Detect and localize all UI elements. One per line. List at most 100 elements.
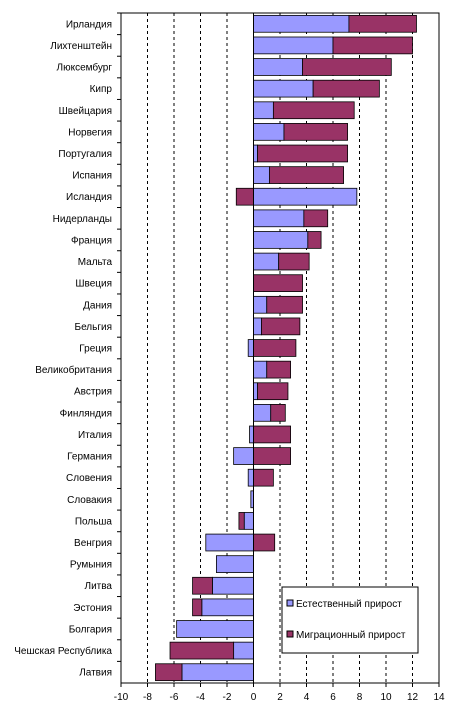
bar-segment-natural [253, 123, 285, 141]
x-tick-labels: -10 -8 -6 -4 -2 0 2 4 6 8 10 12 14 [114, 683, 445, 703]
bar-segment-natural [247, 468, 254, 487]
bar-segment-natural [253, 382, 258, 401]
category-label: Ирландия [66, 19, 112, 30]
category-label: Греция [79, 344, 112, 355]
bar-segment-natural [249, 425, 254, 444]
bar-segment-migration [283, 123, 348, 141]
category-label: Швейцария [59, 106, 112, 117]
category-label: Швеция [75, 279, 112, 290]
x-tick-label: 6 [330, 692, 336, 703]
legend: Естественный прирост Миграционный прирос… [281, 586, 419, 654]
bar-segment-natural [253, 187, 358, 206]
bar-segment-natural [233, 447, 254, 465]
bar-segment-migration [155, 663, 183, 682]
x-tick-label: 4 [304, 692, 310, 703]
category-label: Венгрия [74, 538, 112, 549]
bar-segment-migration [253, 339, 297, 357]
legend-label-natural: Естественный прирост [296, 599, 402, 610]
category-label: Болгария [69, 624, 112, 635]
bar-segment-natural [253, 79, 314, 98]
category-label: Португалия [58, 149, 112, 160]
bar-segment-migration [253, 447, 291, 465]
bar-segment-natural [253, 404, 272, 422]
bar-segment-migration [253, 274, 303, 292]
bar-segment-natural [247, 339, 254, 357]
legend-swatch-migration [286, 630, 294, 638]
bar-segment-natural [233, 641, 254, 660]
bar-segment-natural [243, 512, 254, 530]
bar-segment-natural [176, 620, 254, 638]
x-tick-label: 14 [433, 692, 445, 703]
category-label: Лихтенштейн [50, 41, 112, 52]
legend-label-migration: Миграционный прирост [296, 630, 406, 641]
category-label: Мальта [78, 257, 113, 268]
bar-segment-natural [253, 317, 262, 336]
bar-segment-migration [303, 209, 329, 228]
bar-segment-migration [257, 382, 289, 401]
x-tick-label: -6 [170, 692, 179, 703]
x-tick-label: -10 [114, 692, 129, 703]
category-label: Румыния [70, 560, 112, 571]
category-label: Чешская Республика [14, 645, 112, 657]
bar-segment-natural [181, 663, 254, 682]
bar-segment-migration [261, 317, 301, 336]
bar-segment-migration [169, 641, 235, 660]
category-label: Испания [72, 171, 112, 182]
bar-segment-natural [253, 231, 309, 249]
bar-segment-migration [278, 252, 310, 271]
x-tick-label: -2 [223, 692, 232, 703]
x-tick-label: 12 [407, 692, 419, 703]
bar-segment-natural [253, 209, 305, 228]
bar-segment-natural [215, 555, 254, 573]
category-label: Дания [83, 300, 112, 311]
bar-segment-migration [253, 468, 274, 487]
bars [155, 14, 417, 682]
bar-segment-natural [253, 14, 350, 33]
category-label: Люксембург [57, 62, 113, 74]
bar-segment-migration [253, 425, 291, 444]
bar-segment-natural [253, 295, 268, 314]
category-label: Великобритания [35, 364, 112, 376]
category-label: Литва [85, 581, 113, 592]
x-tick-label: 8 [357, 692, 363, 703]
x-tick-label: 10 [380, 692, 392, 703]
bar-segment-natural [205, 533, 254, 552]
category-label: Эстония [73, 603, 112, 614]
x-tick-label: 0 [251, 692, 257, 703]
category-label: Австрия [74, 387, 112, 398]
bar-segment-migration [192, 576, 213, 595]
bar-segment-natural [253, 36, 334, 55]
category-label: Германия [67, 452, 112, 463]
bar-segment-migration [238, 512, 245, 530]
bar-segment-natural [201, 598, 254, 617]
category-label: Исландия [66, 192, 112, 203]
category-label: Франция [71, 235, 112, 246]
bar-segment-natural [253, 252, 280, 271]
category-label: Финляндия [60, 408, 112, 419]
bar-segment-migration [272, 101, 355, 120]
x-tick-label: -4 [196, 692, 205, 703]
bar-segment-migration [268, 166, 344, 184]
bar-segment-migration [302, 58, 392, 76]
bar-segment-natural [253, 144, 258, 163]
bar-segment-natural [253, 166, 270, 184]
bar-segment-migration [312, 79, 380, 98]
category-label: Италия [78, 430, 112, 441]
bar-segment-natural [253, 101, 274, 120]
bar-segment-natural [212, 576, 254, 595]
x-tick-label: -8 [143, 692, 152, 703]
x-tick-label: 2 [277, 692, 283, 703]
bar-segment-migration [332, 36, 413, 55]
category-label: Норвегия [68, 127, 112, 138]
category-label: Словения [66, 473, 112, 484]
bar-segment-migration [266, 295, 303, 314]
bar-segment-migration [257, 144, 348, 163]
bar-segment-migration [307, 231, 322, 249]
category-label: Словакия [67, 495, 112, 506]
category-label: Латвия [79, 668, 112, 679]
bar-segment-migration [266, 360, 292, 379]
bar-segment-natural [253, 58, 303, 76]
bar-segment-natural [253, 360, 268, 379]
bar-segment-migration [270, 404, 286, 422]
